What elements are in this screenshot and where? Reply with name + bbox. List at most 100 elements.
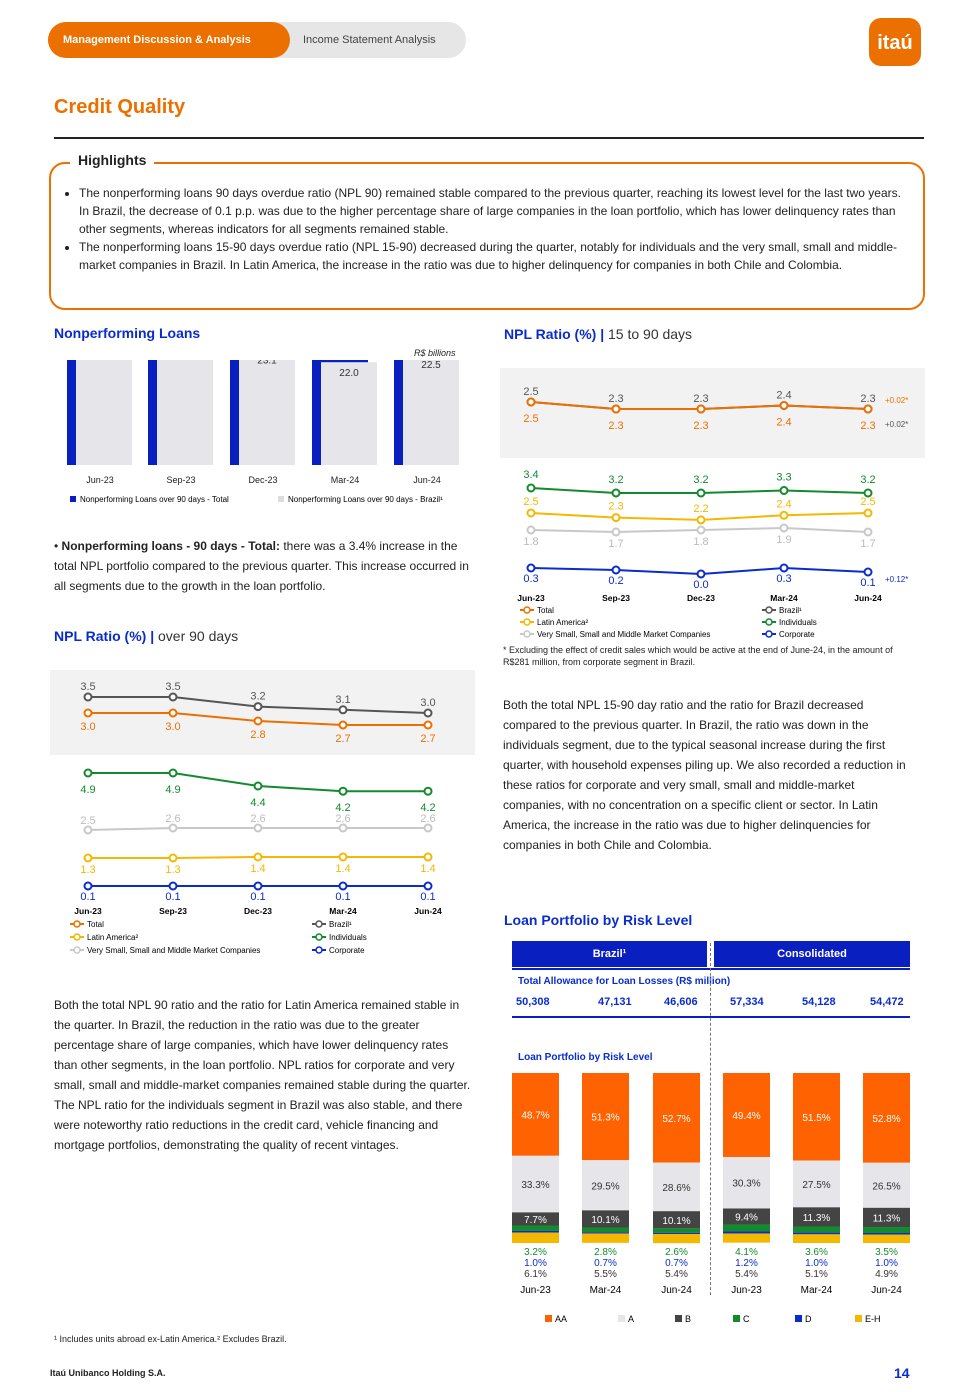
data-point <box>338 823 348 833</box>
stack-segment <box>582 1160 629 1211</box>
data-label: 0.1 <box>250 891 265 903</box>
segment-label: 30.3% <box>732 1179 760 1190</box>
allowance-value: 46,606 <box>664 996 698 1008</box>
annotation: +0.02* <box>885 396 908 405</box>
bar-label-brazil: 22.0 <box>339 368 359 379</box>
legend-swatch <box>278 496 284 502</box>
stack-segment <box>582 1227 629 1233</box>
segment-label: 5.1% <box>805 1269 828 1280</box>
data-label: 0.1 <box>80 891 95 903</box>
data-label: 2.3 <box>608 420 623 432</box>
divider <box>54 137 924 139</box>
segment-label: 10.1% <box>591 1215 619 1226</box>
legend-swatch <box>733 1315 740 1322</box>
x-tick-label: Jun-23 <box>86 475 114 485</box>
data-point <box>423 786 433 796</box>
npl90-subtitle: over 90 days <box>154 628 239 644</box>
data-point <box>863 527 873 537</box>
npl-unit: R$ billions <box>414 348 456 358</box>
npl-bullet-text: there was a 3.4% increase in the total N… <box>54 539 469 593</box>
annotation: +0.02* <box>885 420 908 429</box>
chart-band <box>500 368 925 458</box>
data-label: 0.3 <box>776 573 791 585</box>
legend-marker <box>523 630 531 638</box>
data-point <box>696 404 706 414</box>
segment-label: 5.4% <box>665 1269 688 1280</box>
bar-brazil <box>403 360 459 465</box>
data-point <box>779 486 789 495</box>
legend-label: Total <box>537 606 554 615</box>
data-label: 1.9 <box>776 534 791 546</box>
legend-marker <box>765 618 773 626</box>
stack-segment <box>863 1162 910 1208</box>
stack-segment <box>723 1208 770 1225</box>
consolidated-header: Consolidated <box>714 941 910 967</box>
stack-segment <box>512 1232 559 1243</box>
legend-marker <box>315 920 323 928</box>
itau-logo: itaú <box>869 18 921 66</box>
data-point <box>526 397 536 407</box>
x-tick-label: Jun-23 <box>517 593 545 603</box>
stack-segment <box>793 1226 840 1233</box>
stack-segment <box>793 1160 840 1208</box>
legend-label: AA <box>555 1314 567 1324</box>
data-point <box>83 825 93 835</box>
risk-title: Loan Portfolio by Risk Level <box>504 912 693 928</box>
data-point <box>83 768 93 778</box>
tab-management-discussion[interactable]: Management Discussion & Analysis <box>48 22 290 58</box>
data-label: 0.2 <box>608 575 623 587</box>
highlight-item: The nonperforming loans 15-90 days overd… <box>79 238 905 274</box>
stack-segment <box>723 1231 770 1234</box>
stack-segment <box>793 1207 840 1227</box>
data-label: 2.4 <box>776 417 791 429</box>
data-point <box>696 525 706 535</box>
segment-label: 4.1% <box>735 1247 758 1258</box>
legend-label: D <box>805 1314 812 1324</box>
stack-segment <box>793 1073 840 1161</box>
npl1590-title: NPL Ratio (%) | 15 to 90 days <box>504 326 692 342</box>
data-point <box>779 510 789 520</box>
legend-label: E-H <box>865 1314 881 1324</box>
data-point <box>696 515 706 525</box>
x-tick-label: Jun-23 <box>731 1285 762 1296</box>
data-label: 3.4 <box>523 469 538 481</box>
data-point <box>611 527 621 537</box>
segment-label: 11.3% <box>873 1213 901 1224</box>
data-point <box>168 853 178 863</box>
bar-label-brazil: 22.5 <box>421 360 441 371</box>
data-point <box>611 404 621 414</box>
data-label: 2.3 <box>693 420 708 432</box>
legend-label: Individuals <box>329 933 367 942</box>
legend-label: Brazil¹ <box>779 606 802 615</box>
legend-label: Nonperforming Loans over 90 days - Brazi… <box>288 495 443 504</box>
stack-segment <box>653 1232 700 1234</box>
stack-segment <box>582 1233 629 1243</box>
x-tick-label: Sep-23 <box>166 475 195 485</box>
segment-label: 29.5% <box>591 1181 619 1192</box>
legend-label: C <box>743 1314 750 1324</box>
data-point <box>423 720 433 730</box>
stack-segment <box>793 1234 840 1243</box>
data-label: 3.2 <box>250 691 265 703</box>
tab-income-statement[interactable]: Income Statement Analysis <box>303 34 436 46</box>
data-label: 4.2 <box>335 802 350 814</box>
legend-label: Individuals <box>779 618 817 627</box>
data-point <box>863 508 873 518</box>
data-point <box>423 823 433 833</box>
data-label: 1.3 <box>80 864 95 876</box>
data-label: 1.7 <box>860 538 875 550</box>
segment-label: 7.7% <box>524 1215 547 1226</box>
data-point <box>611 565 621 575</box>
data-point <box>779 563 789 573</box>
segment-label: 11.3% <box>803 1213 831 1224</box>
data-label: 4.9 <box>165 784 180 796</box>
legend-marker <box>73 946 81 954</box>
data-point <box>779 523 789 533</box>
data-point <box>526 508 536 518</box>
data-point <box>338 881 348 891</box>
data-point <box>863 567 873 577</box>
npl-bullet: • Nonperforming loans - 90 days - Total:… <box>54 539 469 593</box>
data-point <box>83 708 93 718</box>
annotation: +0.12* <box>885 575 908 584</box>
